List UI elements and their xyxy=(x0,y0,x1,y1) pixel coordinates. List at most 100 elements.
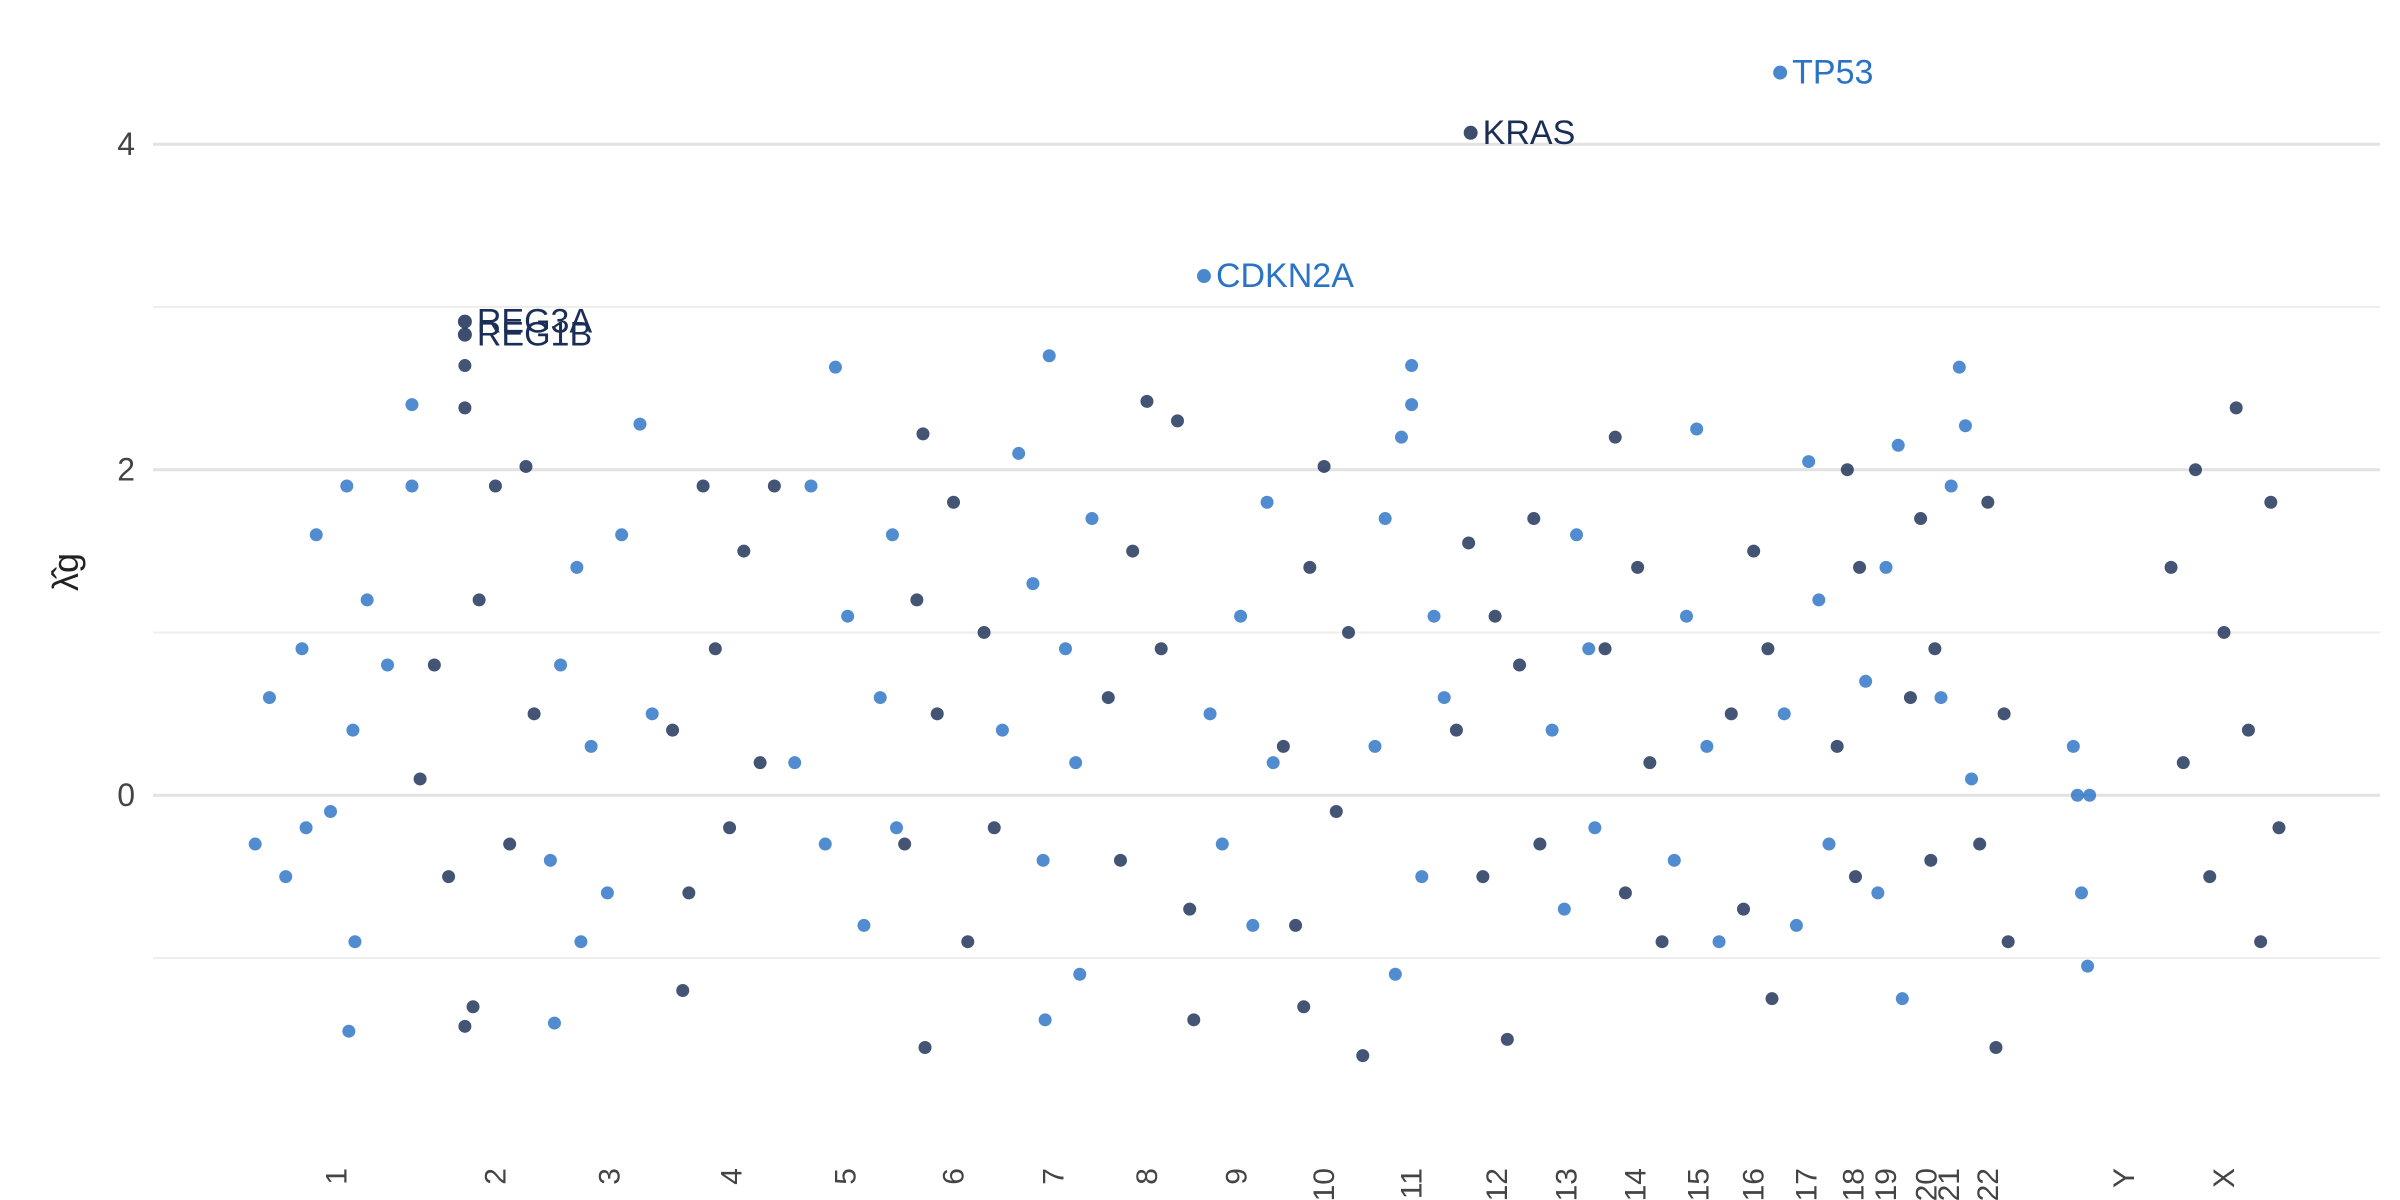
point xyxy=(1631,560,1645,574)
point xyxy=(1297,1000,1311,1014)
point xyxy=(1679,609,1693,623)
point xyxy=(1859,674,1873,688)
point xyxy=(1588,821,1602,835)
point xyxy=(1981,495,1995,509)
point xyxy=(1513,658,1527,672)
point xyxy=(2070,788,2084,802)
point xyxy=(2066,739,2080,753)
point xyxy=(279,870,293,884)
point xyxy=(458,359,472,373)
point xyxy=(1582,642,1596,656)
point xyxy=(1289,918,1303,932)
point xyxy=(2074,886,2088,900)
point xyxy=(442,870,456,884)
point xyxy=(1944,479,1958,493)
point xyxy=(527,707,541,721)
y-tick-label: 0 xyxy=(117,777,135,813)
point xyxy=(676,984,690,998)
point xyxy=(873,691,887,705)
point xyxy=(1891,438,1905,452)
point xyxy=(2272,821,2286,835)
x-tick-label: 14 xyxy=(1620,1168,1653,1200)
point xyxy=(682,886,696,900)
point xyxy=(1928,642,1942,656)
point xyxy=(1618,886,1632,900)
point xyxy=(1848,870,1862,884)
point xyxy=(1777,707,1791,721)
x-tick-label: X xyxy=(2208,1168,2241,1188)
point xyxy=(299,821,313,835)
point xyxy=(947,495,961,509)
point xyxy=(1830,739,1844,753)
point xyxy=(1789,918,1803,932)
point xyxy=(918,1040,932,1054)
point xyxy=(1822,837,1836,851)
point xyxy=(458,401,472,415)
point xyxy=(1085,512,1099,526)
point xyxy=(360,593,374,607)
point xyxy=(1101,691,1115,705)
point xyxy=(1667,853,1681,867)
point xyxy=(1802,455,1816,469)
point xyxy=(1073,967,1087,981)
point xyxy=(1690,422,1704,436)
x-tick-label: 7 xyxy=(1037,1168,1070,1185)
x-tick-label: 9 xyxy=(1221,1168,1254,1185)
point xyxy=(413,772,427,786)
point xyxy=(324,804,338,818)
point xyxy=(295,642,309,656)
point xyxy=(857,918,871,932)
point xyxy=(1488,609,1502,623)
point xyxy=(1260,495,1274,509)
point xyxy=(340,479,354,493)
point xyxy=(1187,1013,1201,1027)
point xyxy=(977,625,991,639)
point xyxy=(804,479,818,493)
point xyxy=(1378,512,1392,526)
annotated-point xyxy=(1463,125,1478,140)
point xyxy=(1356,1049,1370,1063)
x-tick-label: 13 xyxy=(1550,1168,1583,1200)
annotated-point xyxy=(457,327,472,342)
point xyxy=(342,1024,356,1038)
point xyxy=(1557,902,1571,916)
point xyxy=(466,1000,480,1014)
annotation-label: REG3A xyxy=(477,303,593,341)
point xyxy=(1042,349,1056,363)
point xyxy=(248,837,262,851)
x-tick-label: 20 xyxy=(1911,1168,1944,1200)
point xyxy=(898,837,912,851)
point xyxy=(1871,886,1885,900)
point xyxy=(1500,1032,1514,1046)
x-tick-label: 12 xyxy=(1481,1168,1514,1200)
point xyxy=(645,707,659,721)
point xyxy=(1038,1013,1052,1027)
point xyxy=(1700,739,1714,753)
x-tick-label: 4 xyxy=(716,1168,749,1185)
point xyxy=(554,658,568,672)
point xyxy=(1924,853,1938,867)
point xyxy=(885,528,899,542)
annotated-point xyxy=(457,314,472,329)
annotated-point xyxy=(1196,269,1211,284)
x-tick-label: Y xyxy=(2108,1168,2141,1188)
point xyxy=(405,398,419,412)
point xyxy=(1203,707,1217,721)
point xyxy=(1914,512,1928,526)
point xyxy=(1934,691,1948,705)
point xyxy=(348,935,362,949)
annotation-label: CDKN2A xyxy=(1216,257,1354,295)
point xyxy=(543,853,557,867)
point xyxy=(737,544,751,558)
point xyxy=(2001,935,2015,949)
point xyxy=(753,756,767,770)
point xyxy=(890,821,904,835)
point xyxy=(1405,398,1419,412)
x-tick-label: 18 xyxy=(1837,1168,1870,1200)
point xyxy=(472,593,486,607)
point xyxy=(1736,902,1750,916)
point xyxy=(1059,642,1073,656)
point xyxy=(458,1019,472,1033)
x-tick-label: 10 xyxy=(1308,1168,1341,1200)
point xyxy=(2254,935,2268,949)
